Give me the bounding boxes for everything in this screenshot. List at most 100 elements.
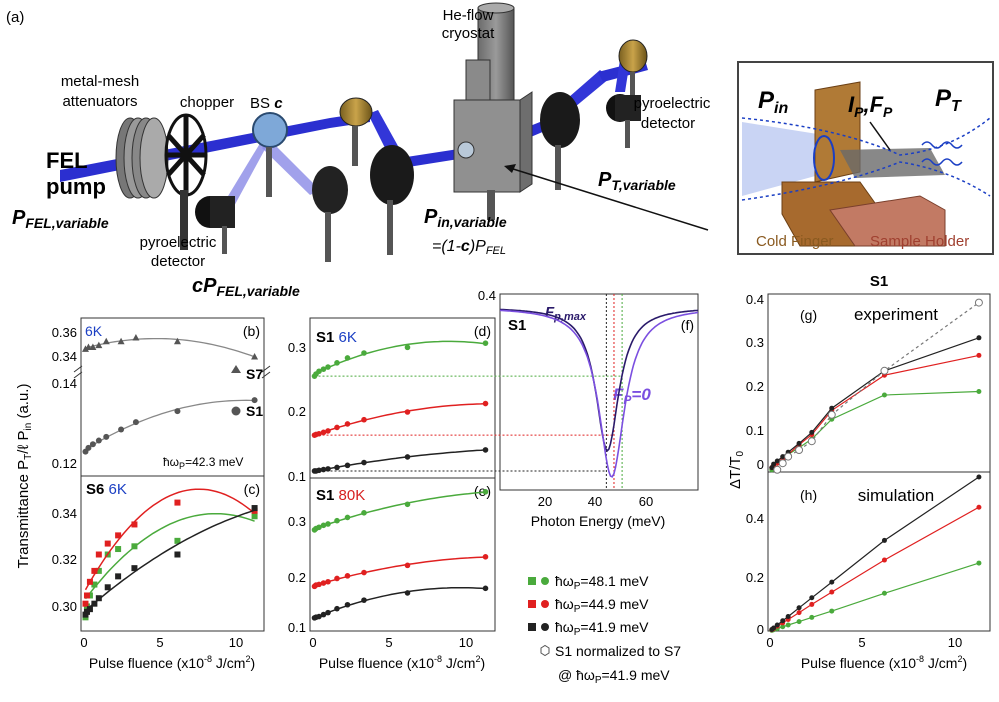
g-ytick-1: 0.1 [746, 423, 764, 438]
h-point [976, 504, 982, 510]
d-point [344, 355, 351, 361]
label-cp-fel: cPFEL,variable [192, 275, 300, 299]
g-point-hollow [880, 366, 889, 375]
h-point [796, 619, 802, 625]
h-point [829, 589, 835, 595]
legend-hex-2: @ ħωP=41.9 meV [558, 667, 670, 686]
pyro-left-body [210, 196, 235, 228]
e-point [482, 585, 489, 592]
e-point [482, 489, 489, 495]
e-point [344, 514, 351, 521]
c-xtick-1: 0 [80, 635, 87, 650]
c-title: S6 6K [86, 481, 127, 498]
f-xtick-2: 40 [588, 494, 602, 509]
h-point [829, 579, 835, 585]
frame-f [499, 293, 699, 491]
legend: ħωP=48.1 meV ħωP=44.9 meV ħωP=41.9 meV S… [528, 573, 681, 686]
legend-swatch-red-dot [541, 600, 549, 608]
c-point [104, 584, 111, 591]
metal-mesh-attenuators [115, 117, 169, 199]
inset-pointer [509, 167, 709, 231]
g-point [881, 392, 887, 398]
h-xtick-2: 5 [858, 635, 865, 650]
c-fit-41.9 meV [85, 509, 255, 612]
inset-pointer-arrow [504, 164, 516, 173]
b-point-s1 [103, 433, 110, 440]
c-point [115, 546, 122, 553]
b-ytick-2: 0.34 [52, 349, 77, 364]
e-point [334, 605, 340, 612]
pyro-detectors [195, 94, 641, 254]
d-point [325, 466, 331, 472]
g-ytick-4: 0.4 [746, 292, 764, 307]
d-point [320, 366, 327, 372]
inset-ip-arrow [869, 121, 891, 151]
label-metal-mesh: metal-mesh [61, 73, 139, 90]
d-point [482, 400, 489, 407]
c-point [131, 521, 138, 528]
g-point-hollow [773, 465, 782, 474]
d-point [404, 454, 411, 460]
e-point [404, 562, 411, 569]
d-point [320, 466, 327, 473]
h-point [829, 608, 835, 614]
e-xlabel: Pulse fluence (x10-8 J/cm2) [319, 654, 485, 671]
tag-b: (b) [243, 323, 260, 339]
label-he-flow: He-flow [443, 7, 494, 24]
e-point [334, 575, 340, 582]
d-point [482, 447, 489, 453]
f-xtick-3: 60 [639, 494, 653, 509]
c-point [131, 565, 138, 572]
c-point [174, 551, 181, 558]
label-pyro-left-1: pyroelectric [140, 234, 217, 251]
e-xtick-2: 5 [385, 635, 392, 650]
cryostat-side [519, 91, 533, 193]
e-ytick-2: 0.2 [288, 570, 306, 585]
c-point [115, 573, 122, 580]
inset-label-p-in: Pin [758, 87, 788, 117]
g-point [796, 440, 802, 446]
inset-label-sample-holder: Sample Holder [870, 233, 969, 250]
c-ylabel: Transmittance PT/ℓ Pin (a.u.) [15, 384, 34, 569]
f-ytick: 0.4 [478, 288, 496, 303]
g-point [771, 461, 777, 467]
b-point-s1 [85, 444, 92, 451]
h-xtick-3: 10 [948, 635, 962, 650]
beam-splitter-disc [252, 112, 288, 148]
e-title: S1 80K [316, 487, 365, 504]
g-point-hollow [974, 298, 983, 307]
e-xtick-3: 10 [459, 635, 473, 650]
c-point [95, 567, 102, 574]
c-point [115, 532, 122, 539]
c-xtick-3: 10 [229, 635, 243, 650]
axis-break-left [73, 365, 83, 379]
d-point [316, 467, 322, 474]
legend-item-2: ħωP=44.9 meV [555, 596, 649, 615]
d-fit-48.1 meV [314, 340, 486, 375]
label-p-in-eq: =(1-c)PFEL [432, 238, 506, 257]
b-point-s1 [118, 426, 125, 433]
e-point [361, 597, 367, 603]
inset-sample [840, 148, 945, 178]
inset-beam-upper [741, 117, 991, 156]
e-ytick-3: 0.3 [288, 514, 306, 529]
frame-e [309, 477, 496, 632]
g-point-hollow [807, 437, 816, 446]
g-line-48.1 meV [771, 390, 979, 471]
d-point [334, 464, 340, 471]
frame-b [80, 317, 265, 477]
f-title: S1 [508, 317, 526, 334]
legend-swatch-green-sq [528, 577, 536, 585]
g-ylabel: ΔT/T0 [727, 451, 746, 490]
b-point-s7 [95, 341, 103, 349]
c-point [91, 581, 98, 588]
e-point [320, 522, 327, 529]
e-point [334, 517, 340, 524]
c-point [104, 540, 111, 547]
beam-split-left [262, 140, 320, 195]
lens-mid-post [387, 200, 393, 255]
h-point [881, 557, 887, 563]
cryostat-shoulder [465, 59, 491, 103]
frame-c [80, 475, 265, 632]
h-point [809, 595, 815, 601]
